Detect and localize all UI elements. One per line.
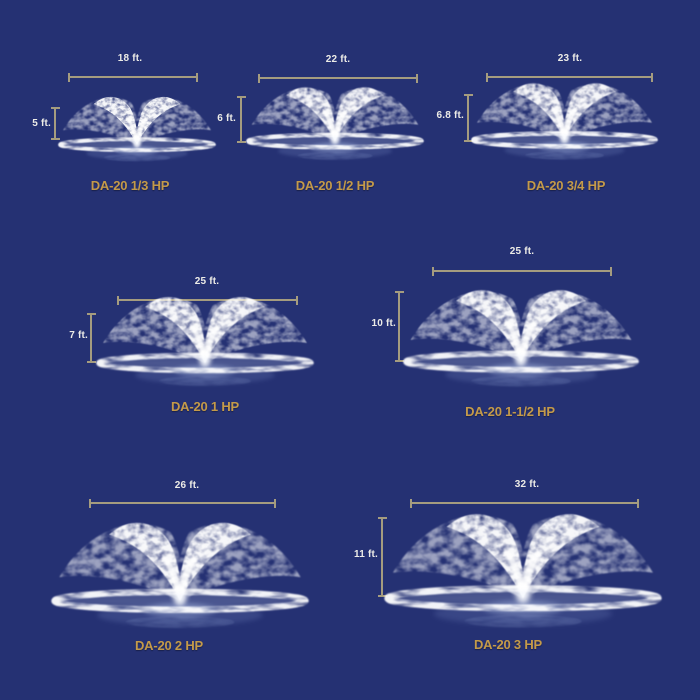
width-dimension-value: 18 ft. (117, 53, 143, 64)
height-dimension-value: 5 ft. (32, 118, 51, 129)
height-dimension-value: 6 ft. (217, 113, 236, 124)
width-dimension-line (68, 72, 198, 82)
fountain-spray-illustration (370, 481, 676, 634)
fountain-spray-illustration (50, 78, 224, 165)
width-dimension-value: 23 ft. (557, 53, 583, 64)
height-dimension-value: 10 ft. (371, 318, 396, 329)
model-name-label: DA-20 3 HP (473, 637, 543, 652)
width-dimension-value: 22 ft. (325, 54, 351, 65)
fountain-spray-illustration (85, 271, 325, 391)
height-dimension-value: 7 ft. (69, 330, 88, 341)
model-name-label: DA-20 1/2 HP (295, 178, 375, 193)
height-dimension-line (236, 96, 246, 143)
width-dimension-line (89, 498, 276, 508)
height-dimension-line (377, 517, 387, 597)
width-dimension-line (410, 498, 639, 508)
height-dimension-value: 11 ft. (354, 549, 378, 560)
model-name-label: DA-20 2 HP (134, 638, 204, 653)
fountain-spray-illustration (391, 262, 651, 392)
width-dimension-value: 25 ft. (194, 276, 220, 287)
height-dimension-line (394, 291, 404, 362)
width-dimension-value: 32 ft. (514, 479, 540, 490)
height-dimension-value: 6.8 ft. (436, 110, 464, 121)
width-dimension-line (432, 266, 612, 276)
model-name-label: DA-20 1/3 HP (90, 178, 170, 193)
fountain-spray-illustration (38, 492, 322, 634)
width-dimension-value: 25 ft. (509, 246, 535, 257)
width-dimension-line (117, 295, 298, 305)
height-dimension-line (50, 107, 60, 140)
height-dimension-line (463, 94, 473, 142)
fountain-spray-illustration (237, 66, 433, 164)
model-name-label: DA-20 3/4 HP (526, 178, 606, 193)
width-dimension-line (486, 72, 653, 82)
width-dimension-value: 26 ft. (174, 480, 200, 491)
model-name-label: DA-20 1-1/2 HP (465, 404, 555, 419)
model-name-label: DA-20 1 HP (170, 399, 240, 414)
height-dimension-line (86, 313, 96, 363)
fountain-spray-illustration (461, 61, 668, 164)
width-dimension-line (258, 73, 418, 83)
